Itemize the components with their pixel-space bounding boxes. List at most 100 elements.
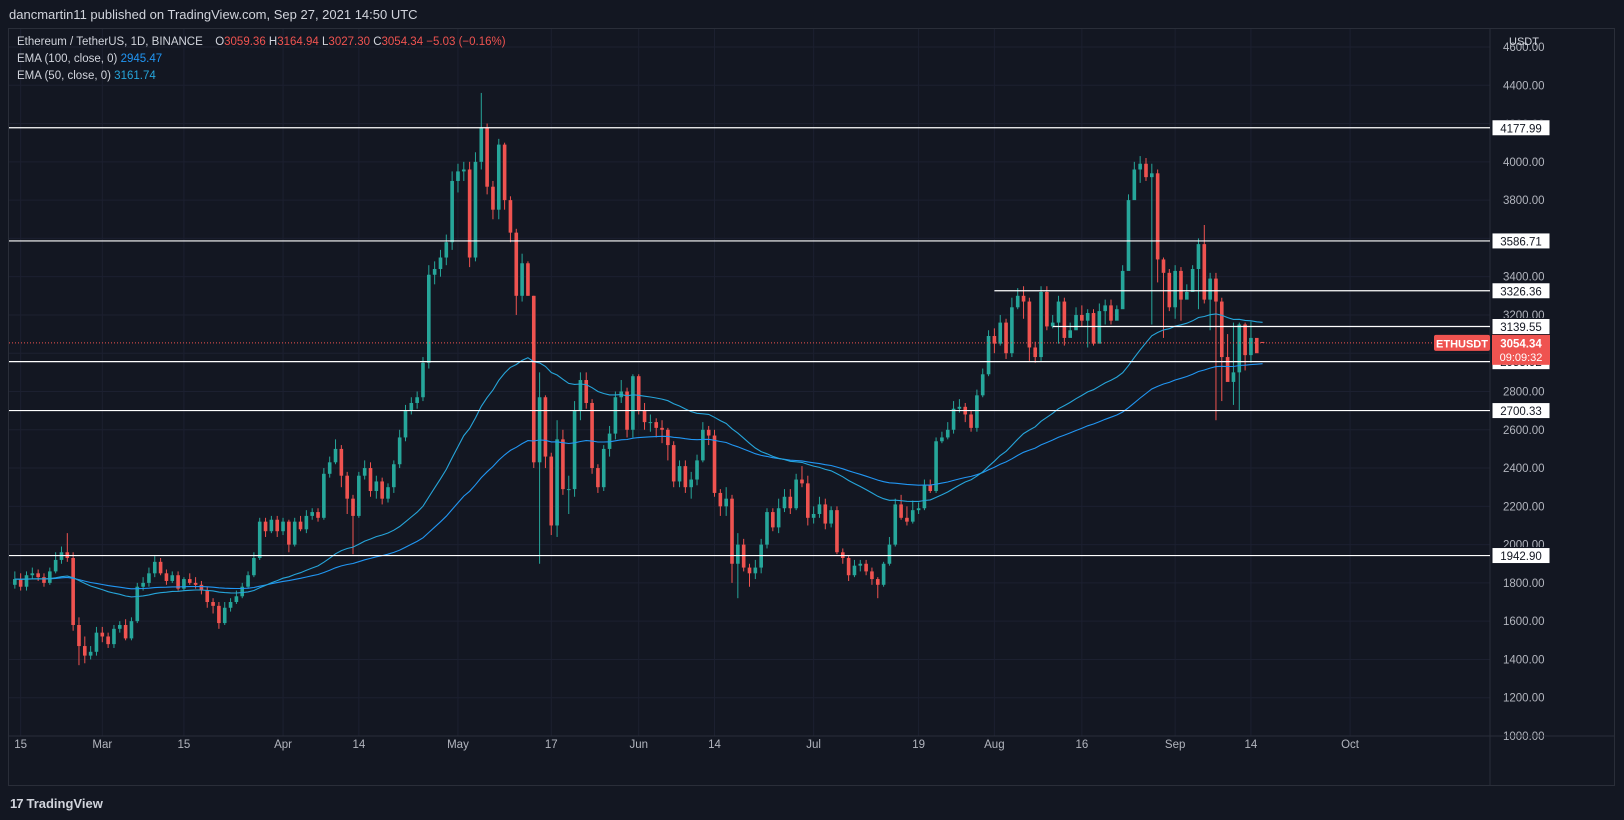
- candle-down: [1225, 357, 1230, 382]
- candle-up: [957, 406, 962, 409]
- legend-change: −5.03 (−0.16%): [426, 36, 506, 48]
- candle-down: [275, 519, 280, 532]
- candle-up: [1190, 269, 1195, 292]
- candle-up: [117, 624, 122, 629]
- candle-up: [736, 544, 740, 564]
- candle-up: [817, 504, 822, 514]
- candle-up: [53, 559, 58, 572]
- y-tick-label: 3400.00: [1503, 272, 1545, 284]
- x-tick-label: Oct: [1341, 739, 1360, 751]
- candle-up: [415, 397, 419, 403]
- level-label: 3326.36: [1500, 286, 1542, 298]
- candle-up: [1074, 314, 1078, 331]
- candle-down: [351, 498, 355, 516]
- legend-low-value: 3027.30: [328, 36, 370, 48]
- candle-up: [677, 466, 682, 482]
- candle-up: [409, 402, 414, 411]
- candle-up: [228, 602, 233, 608]
- candle-up: [257, 521, 262, 559]
- candle-up: [1208, 278, 1212, 300]
- candle-down: [217, 605, 221, 624]
- y-tick-label: 4400.00: [1503, 80, 1545, 92]
- legend-close-value: 3054.34: [381, 36, 424, 48]
- y-tick-label: 2800.00: [1503, 387, 1545, 399]
- candle-up: [461, 169, 466, 172]
- candle-down: [467, 169, 472, 258]
- candlestick-chart[interactable]: 1000.001200.001400.001600.001800.002000.…: [0, 0, 1624, 786]
- candle-up: [1173, 270, 1177, 308]
- candle-up: [444, 242, 449, 258]
- candle-down: [596, 468, 600, 488]
- candle-up: [631, 376, 635, 430]
- x-tick-label: 17: [545, 739, 558, 751]
- candle-down: [368, 468, 373, 492]
- candle-up: [94, 632, 99, 652]
- y-tick-label: 3800.00: [1503, 195, 1545, 207]
- y-tick-label: 2200.00: [1503, 501, 1545, 513]
- candle-down: [1219, 301, 1224, 358]
- legend-close-label: C: [373, 36, 382, 48]
- y-tick-label: 1400.00: [1503, 654, 1545, 666]
- candle-up: [362, 468, 367, 476]
- chart-frame[interactable]: [8, 28, 1615, 786]
- candle-up: [520, 263, 524, 296]
- candle-down: [1155, 173, 1160, 260]
- x-tick-label: Jun: [629, 739, 648, 751]
- candle-up: [1196, 244, 1201, 270]
- currency-label: USDT: [1509, 36, 1539, 48]
- legend-high-value: 3164.94: [277, 36, 319, 48]
- candle-up: [1184, 291, 1189, 300]
- candle-up: [240, 586, 245, 597]
- candle-up: [951, 408, 956, 430]
- candle-down: [106, 636, 110, 645]
- candle-up: [1056, 301, 1061, 323]
- candle-up: [998, 322, 1003, 344]
- candle-down: [590, 402, 594, 469]
- candle-up: [427, 274, 431, 363]
- candle-up: [432, 269, 437, 275]
- candle-down: [187, 579, 192, 583]
- candle-down: [380, 481, 384, 499]
- candle-up: [829, 510, 833, 524]
- candle-up: [88, 651, 93, 656]
- y-tick-label: 2600.00: [1503, 425, 1545, 437]
- candle-down: [584, 380, 589, 403]
- candle-down: [1109, 305, 1113, 321]
- candle-up: [776, 508, 781, 528]
- candle-down: [526, 263, 530, 296]
- candle-up: [940, 437, 944, 442]
- candle-down: [636, 376, 641, 411]
- candle-up: [246, 575, 250, 587]
- candle-up: [1138, 163, 1142, 170]
- candle-down: [1033, 347, 1038, 358]
- candle-up: [572, 410, 577, 490]
- candle-down: [1080, 314, 1084, 321]
- candle-up: [1010, 307, 1014, 354]
- candle-up: [881, 563, 886, 585]
- candle-down: [992, 335, 997, 344]
- candle-up: [152, 561, 157, 574]
- candle-up: [1068, 330, 1072, 338]
- candle-up: [945, 429, 950, 438]
- candle-down: [316, 512, 320, 518]
- candle-up: [537, 397, 542, 463]
- tradingview-logo[interactable]: 17 TradingView: [10, 796, 103, 811]
- candle-up: [695, 460, 699, 480]
- y-tick-label: 1800.00: [1503, 578, 1545, 590]
- candle-down: [193, 582, 198, 585]
- x-tick-label: 14: [352, 739, 365, 751]
- candle-up: [421, 362, 425, 398]
- level-label-box: [1491, 232, 1551, 250]
- publish-info: dancmartin11 published on TradingView.co…: [9, 7, 418, 22]
- candle-down: [199, 584, 204, 591]
- candle-up: [794, 479, 798, 509]
- candle-down: [788, 496, 793, 509]
- candle-down: [1091, 313, 1096, 344]
- level-label-box: [1491, 282, 1551, 300]
- candle-up: [48, 571, 52, 583]
- candle-up: [887, 544, 892, 564]
- candle-up: [397, 437, 402, 465]
- candle-down: [671, 445, 676, 482]
- y-tick-label: 1000.00: [1503, 731, 1545, 743]
- candle-down: [835, 510, 839, 553]
